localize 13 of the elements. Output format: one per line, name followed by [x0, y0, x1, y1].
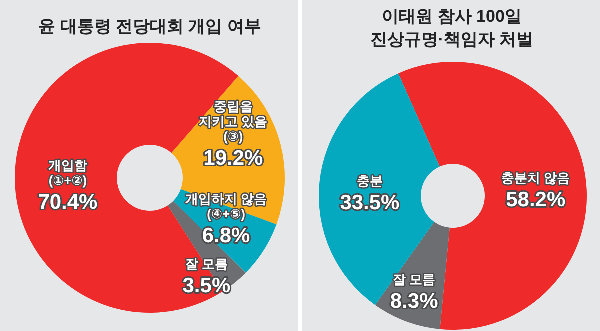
data-label: 8.3%	[390, 290, 439, 314]
slice-label: 중립을 지키고 있음 (③)	[199, 99, 268, 144]
data-label: 33.5%	[340, 192, 400, 215]
data-label: 58.2%	[506, 188, 566, 212]
chart-title: 이태원 참사 100일 진상규명·책임자 처벌	[370, 7, 534, 49]
slice-label: 충분치 않음	[502, 170, 570, 186]
chart-title: 윤 대통령 전당대회 개입 여부	[38, 17, 262, 36]
slice-label: 개입함 (①+②)	[48, 158, 88, 188]
data-label: 6.8%	[202, 224, 251, 248]
slice-label: 충분	[356, 174, 383, 189]
data-label: 70.4%	[38, 191, 98, 214]
slice-label: 잘 모름	[393, 272, 436, 288]
data-label: 19.2%	[204, 147, 264, 170]
